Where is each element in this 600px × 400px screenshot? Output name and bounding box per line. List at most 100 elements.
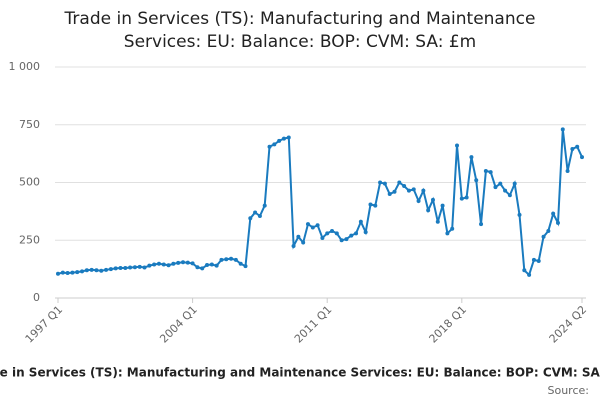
- point: [459, 196, 464, 201]
- point: [344, 237, 349, 242]
- point: [161, 262, 166, 267]
- point: [277, 138, 282, 143]
- point: [474, 178, 479, 183]
- point: [132, 265, 137, 270]
- point: [257, 213, 262, 218]
- point: [330, 229, 335, 234]
- point: [229, 256, 234, 261]
- point: [479, 222, 484, 227]
- point: [368, 202, 373, 207]
- point: [358, 219, 363, 224]
- point: [536, 259, 541, 264]
- point: [531, 257, 536, 262]
- point: [233, 257, 238, 262]
- x-tick-label: 2018 Q1: [427, 303, 470, 346]
- point: [200, 266, 205, 271]
- point: [411, 187, 416, 192]
- point: [522, 268, 527, 273]
- point: [421, 188, 426, 193]
- point: [291, 244, 296, 249]
- point: [555, 220, 560, 225]
- point: [546, 229, 551, 234]
- point: [286, 135, 291, 140]
- point: [65, 271, 70, 276]
- point: [176, 260, 181, 265]
- point: [320, 235, 325, 240]
- point: [180, 260, 185, 265]
- point: [171, 261, 176, 266]
- point: [272, 142, 277, 147]
- point: [253, 210, 258, 215]
- point: [498, 181, 503, 186]
- point: [349, 233, 354, 238]
- point: [156, 261, 161, 266]
- point: [123, 265, 128, 270]
- point: [551, 211, 556, 216]
- point: [493, 185, 498, 190]
- point: [435, 219, 440, 224]
- line: [57, 129, 583, 277]
- chart-title: Trade in Services (TS): Manufacturing an…: [64, 9, 536, 29]
- point: [392, 189, 397, 194]
- y-tick-label: 750: [19, 118, 40, 131]
- point: [166, 263, 171, 268]
- point: [565, 168, 570, 173]
- point: [580, 155, 584, 160]
- point: [185, 260, 190, 265]
- y-tick-label: 1 000: [9, 60, 41, 73]
- point: [440, 203, 445, 208]
- point: [128, 265, 133, 270]
- point: [363, 230, 368, 235]
- point: [262, 203, 267, 208]
- point: [94, 268, 99, 273]
- point: [60, 270, 65, 275]
- point: [267, 144, 272, 149]
- point: [507, 193, 512, 198]
- point: [402, 183, 407, 188]
- point: [469, 155, 474, 160]
- point: [104, 267, 109, 272]
- point: [503, 188, 508, 193]
- point: [354, 231, 359, 236]
- x-tick-label: 1997 Q1: [23, 303, 66, 346]
- point: [373, 203, 378, 208]
- point: [382, 181, 387, 186]
- point: [243, 264, 248, 269]
- point: [56, 271, 60, 276]
- footer-title: Trade in Services (TS): Manufacturing an…: [0, 366, 600, 380]
- point: [80, 269, 85, 274]
- y-tick-label: 250: [19, 233, 40, 246]
- point: [108, 267, 113, 272]
- point: [214, 263, 219, 268]
- point: [147, 263, 152, 268]
- point: [142, 265, 147, 270]
- point: [426, 208, 431, 213]
- point: [315, 223, 320, 228]
- point: [397, 180, 402, 185]
- point: [190, 261, 195, 266]
- point: [570, 147, 575, 152]
- point: [137, 264, 142, 269]
- point: [339, 238, 344, 243]
- source: Source:: [548, 384, 590, 397]
- x-tick-label: 2004 Q1: [157, 303, 200, 346]
- point: [325, 231, 330, 236]
- point: [75, 270, 80, 275]
- point: [296, 234, 301, 239]
- point: [560, 127, 565, 132]
- point: [445, 231, 450, 236]
- point: [406, 188, 411, 193]
- point: [387, 192, 392, 197]
- point: [541, 234, 546, 239]
- point: [517, 212, 522, 217]
- point: [281, 136, 286, 141]
- point: [205, 262, 210, 267]
- y-tick-label: 0: [33, 291, 40, 304]
- point: [84, 268, 89, 273]
- point: [99, 268, 104, 273]
- point: [527, 272, 532, 277]
- point: [483, 168, 488, 173]
- point: [195, 265, 200, 270]
- point: [238, 261, 243, 266]
